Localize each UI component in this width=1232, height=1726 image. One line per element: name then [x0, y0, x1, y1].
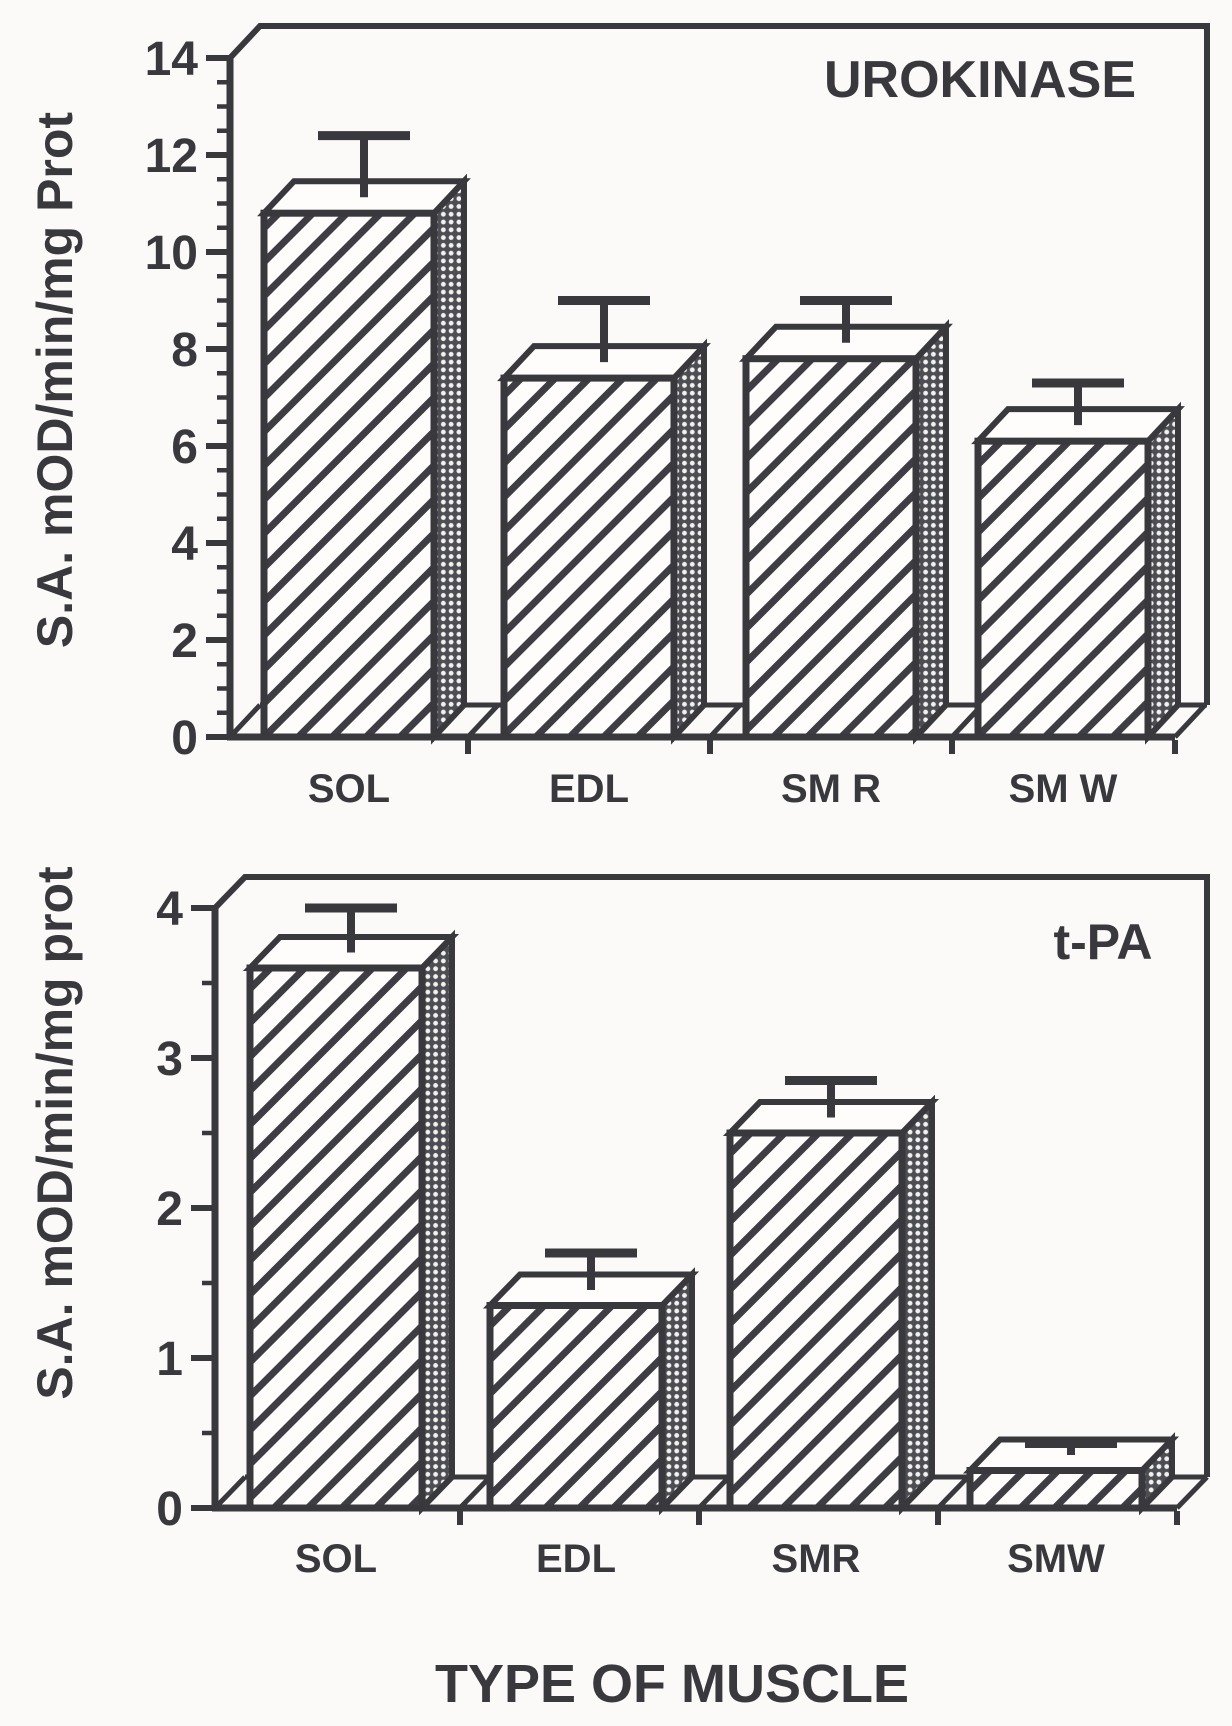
bar-side-face — [913, 319, 949, 745]
y-axis-title: S.A. mOD/min/mg Prot — [27, 112, 83, 649]
y-tick-label: 0 — [156, 1483, 183, 1536]
x-category-label-smr: SMR — [772, 1537, 861, 1581]
bar-smr — [739, 296, 953, 745]
bar-smr — [722, 1076, 940, 1516]
bar-front-face — [260, 209, 438, 741]
bar-side-face — [431, 173, 467, 745]
floor-depth-edge — [708, 703, 742, 739]
x-axis-title: TYPE OF MUSCLE — [435, 1654, 909, 1714]
bar-smw — [971, 378, 1185, 745]
y-tick-label: 14 — [145, 33, 199, 86]
plot-frame — [227, 23, 1210, 705]
y-tick-label: 1 — [156, 1333, 183, 1386]
x-category-label-sol: SOL — [295, 1537, 377, 1581]
y-axis-title: S.A. mOD/min/mg prot — [27, 866, 83, 1400]
y-tick-label: 4 — [171, 518, 198, 571]
y-tick-label: 12 — [145, 130, 198, 183]
bar-front-face — [500, 374, 678, 741]
x-category-label-smw: SMW — [1007, 1537, 1105, 1581]
floor-depth-edge — [213, 1475, 247, 1510]
chart-t-pa: 0 1 2 3 4 SOL EDL SMR SMW t-PA S.A. mOD/min/mg pro… — [27, 866, 1210, 1581]
bar-edl — [497, 296, 711, 745]
y-tick-label: 0 — [171, 712, 198, 765]
bar-sol — [242, 903, 460, 1516]
chart-urokinase: 0 2 4 6 8 10 12 14 SOL EDL SM R SM W UROKINASE S.A. m… — [27, 23, 1210, 811]
y-tick-label: 6 — [171, 421, 198, 474]
floor-depth-edge — [1173, 703, 1207, 739]
x-category-label-edl: EDL — [549, 767, 629, 811]
bar-front-face — [974, 437, 1152, 741]
y-tick-label: 10 — [145, 227, 198, 280]
bar-front-face — [486, 1302, 666, 1512]
bar-side-face — [659, 1267, 695, 1516]
floor-depth-edge — [466, 703, 500, 739]
y-tick-label: 2 — [171, 615, 198, 668]
y-tick-label: 2 — [156, 1183, 183, 1236]
floor-depth-edge — [458, 1475, 492, 1510]
bar-side-face — [419, 929, 455, 1516]
y-tick-label: 4 — [156, 883, 183, 936]
y-tick-label: 8 — [171, 324, 198, 377]
bar-front-face — [246, 964, 426, 1512]
bar-front-face — [742, 355, 920, 741]
bar-sol — [257, 131, 471, 745]
bar-side-face — [1145, 401, 1181, 745]
panel-title: UROKINASE — [824, 51, 1136, 109]
bar-front-face — [966, 1467, 1146, 1512]
bar-front-face — [726, 1129, 906, 1512]
bar-edl — [482, 1248, 700, 1516]
floor-depth-edge — [1175, 1475, 1209, 1510]
x-category-label-smw: SM W — [1009, 767, 1118, 811]
bar-side-face — [671, 338, 707, 745]
floor-depth-edge — [697, 1475, 731, 1510]
y-tick-label: 3 — [156, 1033, 183, 1086]
x-category-label-sol: SOL — [308, 767, 390, 811]
bar-smw — [962, 1432, 1180, 1516]
plot-frame — [212, 874, 1210, 1477]
x-category-label-edl: EDL — [536, 1537, 616, 1581]
x-category-label-smr: SM R — [781, 767, 881, 811]
floor-depth-edge — [936, 1475, 970, 1510]
floor-depth-edge — [228, 703, 262, 739]
panel-title: t-PA — [1053, 914, 1152, 970]
bar-side-face — [899, 1094, 935, 1516]
